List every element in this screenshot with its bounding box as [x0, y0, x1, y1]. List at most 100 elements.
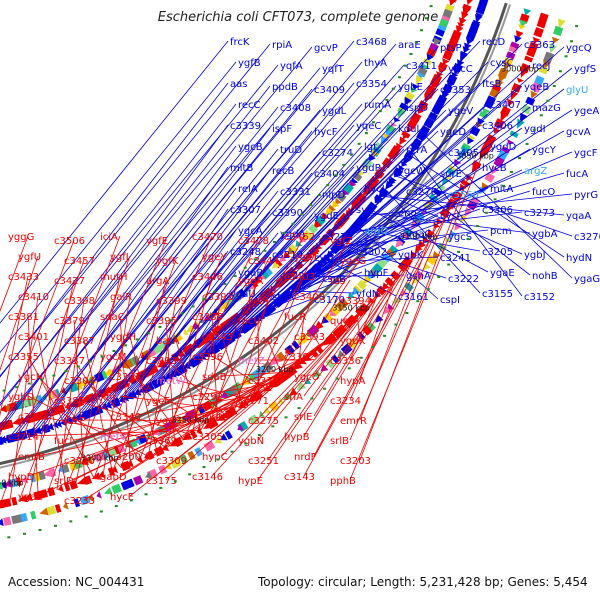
gene-feature	[103, 487, 113, 495]
tick-mark	[114, 505, 118, 508]
gene-label: c3251	[248, 456, 279, 467]
gene-label: frcK	[230, 37, 250, 48]
tick-mark	[359, 356, 363, 359]
leader-line	[307, 274, 405, 278]
gene-label: c3404	[314, 169, 345, 180]
leader-line	[147, 299, 177, 457]
gene-label: gcvA	[566, 127, 591, 138]
gene-label: mazG	[532, 103, 561, 114]
tick-mark	[180, 312, 184, 315]
gene-feature	[28, 395, 39, 407]
leader-line	[211, 315, 219, 421]
tick-mark	[291, 222, 295, 225]
gene-feature	[30, 510, 37, 520]
gene-label: recD	[482, 37, 506, 48]
gene-feature	[549, 43, 557, 53]
leader-line	[37, 415, 227, 457]
gene-feature	[176, 349, 186, 357]
tick-mark	[100, 355, 104, 358]
leader-line	[137, 67, 447, 393]
leader-line	[380, 195, 565, 216]
gene-feature	[462, 45, 471, 54]
gene-feature	[410, 86, 418, 93]
gene-feature	[362, 187, 371, 197]
leader-line	[356, 314, 361, 341]
gene-label: ptsP	[440, 43, 462, 54]
gene-label: c3219	[272, 250, 303, 261]
gene-feature	[149, 364, 159, 375]
leader-line	[266, 259, 361, 390]
leader-line	[267, 257, 411, 461]
tick-mark	[564, 55, 568, 58]
leader-line	[351, 211, 523, 233]
gene-feature	[185, 324, 196, 333]
tick-mark	[112, 349, 116, 352]
leader-line	[0, 46, 313, 426]
gene-feature	[107, 466, 116, 477]
gene-feature	[0, 422, 4, 430]
gene-label: ygeA	[574, 106, 599, 117]
gene-label: c3385	[54, 396, 85, 407]
gene-label: yqeC	[356, 121, 381, 132]
tick-mark	[135, 338, 139, 341]
gene-label: mutS	[202, 412, 228, 423]
gene-label: yqeB	[524, 82, 549, 93]
gene-label: ygdE	[314, 211, 339, 222]
leader-line	[285, 214, 439, 297]
gene-feature	[543, 59, 551, 70]
gene-feature	[511, 82, 522, 93]
gene-feature	[371, 263, 383, 274]
gene-feature	[532, 36, 541, 44]
gene-label: yggG	[8, 232, 34, 243]
gene-label: c3462	[284, 232, 315, 243]
gene-feature	[507, 139, 515, 145]
leader-line	[322, 256, 439, 263]
gene-feature	[530, 90, 538, 99]
gene-label: c3388	[18, 412, 49, 423]
gene-feature	[500, 111, 509, 122]
gene-label: surE	[440, 169, 462, 180]
leader-line	[165, 319, 176, 444]
gene-label: gcvP	[314, 43, 338, 54]
gene-label: c3397	[110, 372, 141, 383]
gene-label: yfdN	[356, 289, 379, 300]
leader-line	[265, 193, 447, 313]
gene-feature	[123, 394, 130, 402]
gene-feature	[331, 222, 341, 233]
gene-feature	[269, 285, 277, 292]
gene-feature	[347, 314, 358, 325]
gene-label: c5560	[448, 190, 479, 201]
leader-line	[211, 208, 355, 353]
gene-label: hycE	[110, 492, 134, 503]
tick-mark	[173, 480, 177, 483]
gene-label: c3200	[110, 452, 141, 463]
gene-feature	[437, 24, 447, 32]
gene-feature	[391, 144, 402, 155]
leader-line	[83, 353, 314, 501]
gene-label: srlE	[294, 412, 312, 423]
tick-mark	[309, 203, 313, 206]
gene-label: metW	[156, 376, 186, 387]
tick-mark	[158, 325, 162, 328]
gene-feature	[442, 58, 450, 65]
leader-line	[119, 395, 235, 412]
leader-line	[313, 265, 405, 417]
gene-feature	[302, 232, 310, 240]
gene-feature	[214, 436, 223, 444]
leader-line	[130, 211, 271, 397]
gene-label: ygcO	[294, 372, 320, 383]
gene-label: hypF	[364, 268, 389, 279]
gene-feature	[347, 291, 355, 300]
gene-feature	[357, 168, 365, 177]
gene-label: rpiA	[272, 40, 292, 51]
tick-mark	[493, 198, 497, 201]
gene-feature	[170, 457, 182, 469]
leader-line	[349, 294, 379, 361]
gene-feature	[173, 332, 184, 343]
leader-line	[7, 67, 321, 440]
gene-label: ygfK	[156, 256, 179, 267]
leader-line	[0, 275, 29, 417]
gene-label: ygbN	[238, 436, 264, 447]
tick-mark	[405, 311, 409, 314]
gene-label: c3470	[192, 232, 223, 243]
